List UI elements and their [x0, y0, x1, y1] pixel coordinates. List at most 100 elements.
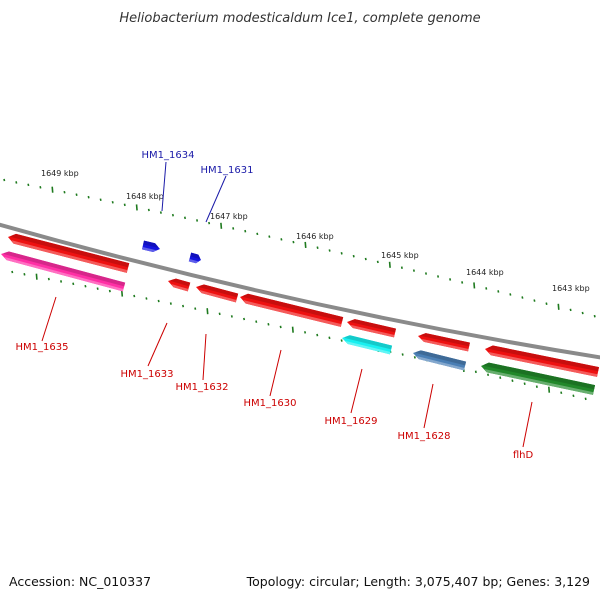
gene-label[interactable]: HM1_1632: [176, 382, 229, 393]
minor-tick: [194, 307, 197, 310]
minor-tick: [304, 331, 307, 334]
minor-tick: [569, 308, 572, 312]
kbp-labels: 1649 kbp 1648 kbp 1647 kbp 1646 kbp 1645 kbp…: [41, 169, 590, 293]
gene-arrow[interactable]: [196, 284, 239, 303]
minor-tick: [147, 208, 150, 212]
minor-tick: [267, 323, 270, 326]
gene-label[interactable]: HM1_1628: [398, 431, 451, 442]
minor-tick: [63, 190, 66, 194]
major-tick: [473, 282, 476, 289]
minor-tick: [244, 229, 247, 233]
callout-leader-line: [161, 161, 167, 212]
minor-tick: [23, 273, 26, 276]
minor-tick: [499, 376, 502, 379]
gene-features: [1, 233, 599, 395]
minor-tick: [243, 317, 246, 321]
minor-tick: [364, 257, 367, 261]
kbp-label: 1646 kbp: [296, 232, 334, 241]
minor-tick: [545, 302, 548, 305]
gene-arrow[interactable]: [141, 240, 160, 252]
gene-arrow[interactable]: [347, 319, 397, 338]
major-tick: [35, 273, 38, 280]
gene-arrow[interactable]: [418, 333, 470, 352]
minor-tick: [72, 282, 75, 286]
minor-tick: [340, 339, 343, 342]
minor-tick: [133, 294, 136, 298]
kbp-label: 1645 kbp: [381, 251, 419, 260]
gene-arrow[interactable]: [342, 335, 393, 355]
callout-leader-line: [202, 333, 207, 381]
minor-tick: [232, 227, 235, 230]
minor-tick: [461, 281, 464, 284]
minor-tick: [572, 394, 575, 398]
minor-tick: [255, 320, 258, 323]
major-tick: [388, 261, 391, 268]
gene-arrow[interactable]: [240, 293, 344, 327]
inner-tick-track: [11, 270, 587, 401]
minor-tick: [60, 280, 63, 283]
gene-arrow[interactable]: [1, 251, 126, 292]
gene-arrow[interactable]: [188, 252, 201, 264]
major-tick: [51, 186, 54, 193]
minor-tick: [75, 193, 78, 196]
minor-tick: [11, 270, 14, 274]
gene-arrow[interactable]: [485, 345, 599, 377]
minor-tick: [511, 379, 514, 382]
minor-tick: [230, 315, 233, 318]
minor-tick: [157, 299, 160, 303]
gene-label[interactable]: HM1_1634: [142, 150, 195, 161]
minor-tick: [108, 289, 111, 293]
minor-tick: [39, 186, 42, 189]
gene-label[interactable]: HM1_1633: [121, 369, 174, 380]
callout-leader-line: [350, 368, 363, 414]
kbp-label: 1648 kbp: [126, 192, 164, 201]
callout-leader-line: [41, 296, 57, 342]
minor-tick: [497, 290, 500, 293]
major-tick: [220, 222, 223, 229]
minor-tick: [437, 275, 440, 278]
minor-tick: [316, 333, 319, 337]
minor-tick: [523, 382, 526, 385]
minor-tick: [196, 219, 199, 222]
minor-tick: [99, 198, 102, 202]
minor-tick: [328, 336, 331, 340]
callout-leader-line: [269, 349, 282, 397]
genome-summary-text: Topology: circular; Length: 3,075,407 bp…: [246, 574, 590, 589]
gene-label[interactable]: flhD: [513, 450, 534, 461]
callout-leader-line: [522, 401, 533, 448]
minor-tick: [111, 200, 114, 204]
gene-arrow[interactable]: [413, 350, 467, 371]
callout-leader-line: [205, 175, 227, 223]
gene-label[interactable]: HM1_1629: [325, 416, 378, 427]
minor-tick: [401, 353, 404, 356]
minor-tick: [169, 302, 172, 305]
kbp-label: 1644 kbp: [466, 268, 504, 277]
minor-tick: [449, 278, 452, 281]
minor-tick: [533, 299, 536, 302]
minor-tick: [412, 269, 415, 272]
minor-tick: [87, 195, 90, 199]
gene-label[interactable]: HM1_1631: [201, 165, 254, 176]
minor-tick: [292, 240, 295, 244]
minor-tick: [509, 293, 512, 296]
minor-tick: [183, 216, 187, 220]
minor-tick: [376, 260, 379, 264]
gene-arrow[interactable]: [168, 278, 191, 292]
outer-tick-track: [3, 178, 596, 318]
major-tick: [135, 204, 138, 211]
gene-arrow[interactable]: [481, 362, 596, 395]
minor-tick: [15, 181, 18, 184]
gene-label[interactable]: HM1_1635: [16, 342, 69, 353]
minor-tick: [27, 183, 30, 187]
minor-tick: [123, 203, 126, 207]
minor-tick: [400, 266, 403, 269]
minor-tick: [159, 211, 162, 214]
minor-tick: [485, 287, 488, 290]
major-tick: [548, 386, 551, 393]
minor-tick: [584, 397, 587, 401]
gene-label[interactable]: HM1_1630: [244, 398, 297, 409]
minor-tick: [145, 297, 148, 300]
major-tick: [304, 241, 307, 248]
gene-arrow[interactable]: [8, 233, 130, 273]
